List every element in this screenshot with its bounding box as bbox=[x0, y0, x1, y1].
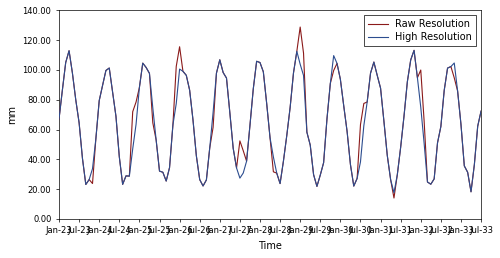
High Resolution bbox=[418, 106, 424, 109]
High Resolution bbox=[454, 90, 460, 93]
Raw Resolution bbox=[304, 131, 310, 134]
Raw Resolution bbox=[478, 110, 484, 113]
High Resolution bbox=[56, 118, 62, 121]
Y-axis label: mm: mm bbox=[7, 105, 17, 124]
Raw Resolution bbox=[310, 173, 316, 176]
Raw Resolution bbox=[328, 82, 334, 85]
Raw Resolution bbox=[454, 90, 460, 93]
High Resolution bbox=[478, 110, 484, 113]
X-axis label: Time: Time bbox=[258, 241, 282, 251]
High Resolution bbox=[411, 49, 417, 52]
Line: Raw Resolution: Raw Resolution bbox=[59, 27, 481, 198]
Line: High Resolution: High Resolution bbox=[59, 50, 481, 193]
High Resolution bbox=[76, 121, 82, 124]
Raw Resolution bbox=[418, 68, 424, 71]
High Resolution bbox=[324, 117, 330, 120]
High Resolution bbox=[307, 143, 313, 147]
Raw Resolution bbox=[391, 197, 397, 200]
High Resolution bbox=[391, 191, 397, 194]
Raw Resolution bbox=[56, 118, 62, 121]
Raw Resolution bbox=[76, 121, 82, 124]
Legend: Raw Resolution, High Resolution: Raw Resolution, High Resolution bbox=[364, 15, 476, 46]
Raw Resolution bbox=[297, 26, 303, 29]
High Resolution bbox=[300, 74, 306, 77]
